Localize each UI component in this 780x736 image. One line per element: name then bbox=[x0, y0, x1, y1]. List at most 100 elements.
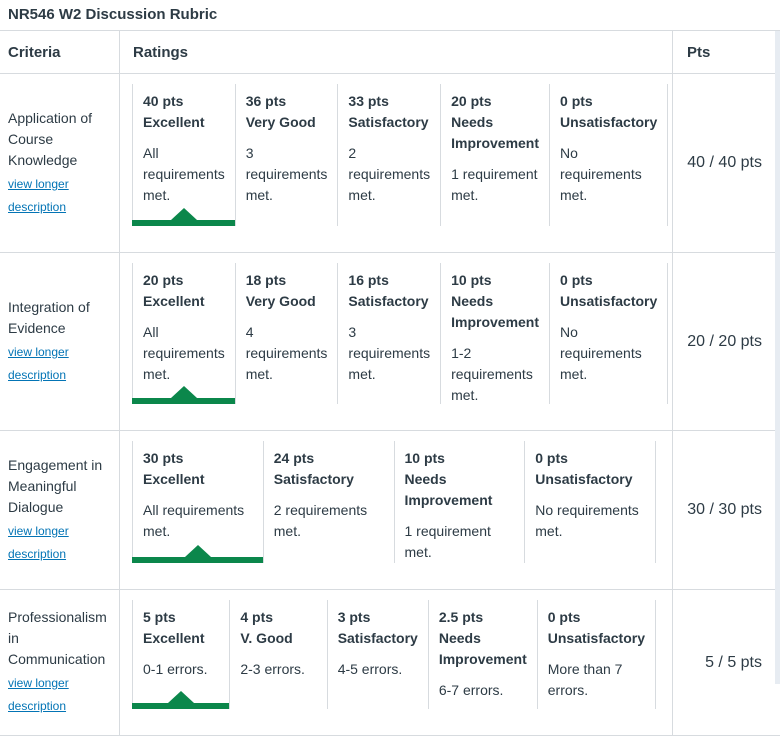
rating-option[interactable]: 0 pts Unsatisfactory No requirements met… bbox=[524, 441, 656, 563]
criteria-column-header: Criteria bbox=[8, 43, 61, 61]
view-longer-description-link[interactable]: view longer description bbox=[8, 676, 69, 713]
rating-description: All requirements met. bbox=[143, 324, 225, 382]
rating-points: 18 pts bbox=[245, 272, 287, 288]
rating-option[interactable]: 0 pts Unsatisfactory No requirements met… bbox=[549, 263, 669, 404]
rating-description: 1-2 requirements met. bbox=[451, 345, 533, 403]
rating-points: 40 pts bbox=[143, 93, 184, 109]
ratings-cell: 30 pts Excellent All requirements met. 2… bbox=[119, 431, 672, 589]
rubric-row: Engagement in Meaningful Dialogue view l… bbox=[0, 431, 780, 590]
rating-option[interactable]: 24 pts Satisfactory 2 requirements met. bbox=[262, 441, 394, 563]
rating-heading: 16 pts Satisfactory bbox=[348, 270, 430, 312]
rating-heading: 33 pts Satisfactory bbox=[348, 91, 430, 133]
criterion-points-cell: 30 / 30 pts bbox=[672, 431, 780, 589]
rating-option[interactable]: 40 pts Excellent All requirements met. bbox=[132, 84, 236, 226]
rating-option[interactable]: 18 pts Very Good 4 requirements met. bbox=[234, 263, 338, 404]
criterion-points-cell: 20 / 20 pts bbox=[672, 253, 780, 430]
criterion-name: Application of Course Knowledge bbox=[8, 109, 93, 168]
rating-description: 3 requirements met. bbox=[348, 324, 431, 382]
criterion-name: Professionalism in Communication bbox=[8, 609, 107, 667]
rating-description: 2-3 errors. bbox=[240, 661, 305, 677]
criterion-points-cell: 5 / 5 pts bbox=[672, 590, 780, 735]
rating-heading: 40 pts Excellent bbox=[143, 91, 225, 133]
rating-option[interactable]: 36 pts Very Good 3 requirements met. bbox=[234, 84, 338, 226]
rating-option[interactable]: 10 pts Needs Improvement 1-2 requirement… bbox=[440, 263, 549, 404]
ratings-strip: 5 pts Excellent 0-1 errors. 4 pts V. Goo… bbox=[132, 600, 657, 709]
rating-description: 1 requirement met. bbox=[451, 166, 538, 203]
rating-description: No requirements met. bbox=[560, 145, 642, 203]
rating-heading: 3 pts Satisfactory bbox=[338, 607, 418, 649]
rating-points: 5 pts bbox=[143, 609, 176, 625]
rating-points: 0 pts bbox=[560, 272, 593, 288]
criterion-score: 20 / 20 pts bbox=[687, 332, 762, 350]
rubric-rows: Application of Course Knowledge view lon… bbox=[0, 74, 780, 736]
criterion-name: Integration of Evidence bbox=[8, 298, 90, 336]
rating-points: 4 pts bbox=[240, 609, 274, 625]
rubric-table: Criteria Ratings Pts Application of Cour… bbox=[0, 31, 780, 736]
criterion-score: 40 / 40 pts bbox=[687, 154, 762, 171]
criterion-cell: Application of Course Knowledge view lon… bbox=[0, 74, 119, 252]
rating-label: Unsatisfactory bbox=[560, 293, 658, 309]
rating-points: 2.5 pts bbox=[438, 609, 484, 625]
rating-description: No requirements met. bbox=[535, 502, 639, 539]
ratings-strip: 30 pts Excellent All requirements met. 2… bbox=[132, 441, 656, 563]
rating-option[interactable]: 2.5 pts Needs Improvement 6-7 errors. bbox=[427, 600, 537, 709]
rating-description: All requirements met. bbox=[143, 145, 225, 203]
rating-description: 2 requirements met. bbox=[273, 502, 368, 539]
rating-heading: 0 pts Unsatisfactory bbox=[560, 270, 657, 312]
rating-description: 4 requirements met. bbox=[245, 324, 328, 382]
rating-heading: 0 pts Unsatisfactory bbox=[560, 91, 657, 133]
pts-column-header: Pts bbox=[672, 31, 780, 73]
rating-points: 36 pts bbox=[245, 93, 287, 109]
criterion-cell: Engagement in Meaningful Dialogue view l… bbox=[0, 431, 119, 589]
rating-heading: 20 pts Excellent bbox=[143, 270, 225, 312]
rubric-row: Integration of Evidence view longer desc… bbox=[0, 253, 780, 431]
table-header-row: Criteria Ratings Pts bbox=[0, 31, 780, 74]
view-longer-description-link[interactable]: view longer description bbox=[8, 344, 69, 382]
rubric-title: NR546 W2 Discussion Rubric bbox=[0, 0, 780, 31]
ratings-column-header: Ratings bbox=[119, 31, 672, 73]
rating-points: 10 pts bbox=[451, 272, 492, 288]
rating-label: Needs Improvement bbox=[404, 471, 493, 508]
rating-option[interactable]: 33 pts Satisfactory 2 requirements met. bbox=[337, 84, 440, 226]
scrollbar-track[interactable] bbox=[775, 31, 780, 684]
rating-points: 33 pts bbox=[348, 93, 389, 109]
rating-label: Needs Improvement bbox=[451, 114, 540, 151]
rating-label: Needs Improvement bbox=[451, 293, 540, 330]
view-longer-description-link[interactable]: view longer description bbox=[8, 523, 69, 561]
rating-label: Unsatisfactory bbox=[547, 630, 646, 646]
rating-option[interactable]: 20 pts Needs Improvement 1 requirement m… bbox=[440, 84, 549, 226]
rubric-row: Professionalism in Communication view lo… bbox=[0, 590, 780, 736]
rating-points: 30 pts bbox=[143, 450, 184, 466]
rating-option[interactable]: 4 pts V. Good 2-3 errors. bbox=[229, 600, 326, 709]
rating-description: 4-5 errors. bbox=[337, 661, 403, 677]
ratings-strip: 20 pts Excellent All requirements met. 1… bbox=[132, 263, 669, 404]
rating-label: Very Good bbox=[245, 114, 316, 130]
rating-option[interactable]: 0 pts Unsatisfactory More than 7 errors. bbox=[536, 600, 657, 709]
criterion-cell: Professionalism in Communication view lo… bbox=[0, 590, 119, 735]
rating-option[interactable]: 3 pts Satisfactory 4-5 errors. bbox=[326, 600, 428, 709]
rating-points: 20 pts bbox=[143, 272, 184, 288]
rating-label: Satisfactory bbox=[273, 471, 354, 487]
rating-heading: 20 pts Needs Improvement bbox=[451, 91, 539, 154]
criterion-score: 5 / 5 pts bbox=[705, 653, 762, 671]
rating-description: 3 requirements met. bbox=[245, 145, 328, 203]
rating-description: 0-1 errors. bbox=[143, 661, 208, 677]
rating-points: 3 pts bbox=[337, 609, 371, 625]
rating-label: Satisfactory bbox=[348, 114, 429, 130]
criterion-cell: Integration of Evidence view longer desc… bbox=[0, 253, 119, 430]
rating-heading: 5 pts Excellent bbox=[143, 607, 219, 649]
criterion-score: 30 / 30 pts bbox=[687, 501, 762, 518]
rating-option[interactable]: 30 pts Excellent All requirements met. bbox=[132, 441, 264, 563]
view-longer-description-link[interactable]: view longer description bbox=[8, 176, 69, 214]
rating-label: V. Good bbox=[240, 630, 293, 646]
rating-label: Excellent bbox=[143, 114, 205, 130]
rating-points: 0 pts bbox=[535, 450, 568, 466]
rating-option[interactable]: 16 pts Satisfactory 3 requirements met. bbox=[337, 263, 440, 404]
rating-option[interactable]: 20 pts Excellent All requirements met. bbox=[132, 263, 236, 404]
rating-description: 2 requirements met. bbox=[348, 145, 431, 203]
rating-label: Needs Improvement bbox=[438, 630, 527, 667]
rating-points: 16 pts bbox=[348, 272, 389, 288]
rating-option[interactable]: 0 pts Unsatisfactory No requirements met… bbox=[549, 84, 669, 226]
rating-option[interactable]: 5 pts Excellent 0-1 errors. bbox=[132, 600, 231, 709]
rating-option[interactable]: 10 pts Needs Improvement 1 requirement m… bbox=[393, 441, 525, 563]
